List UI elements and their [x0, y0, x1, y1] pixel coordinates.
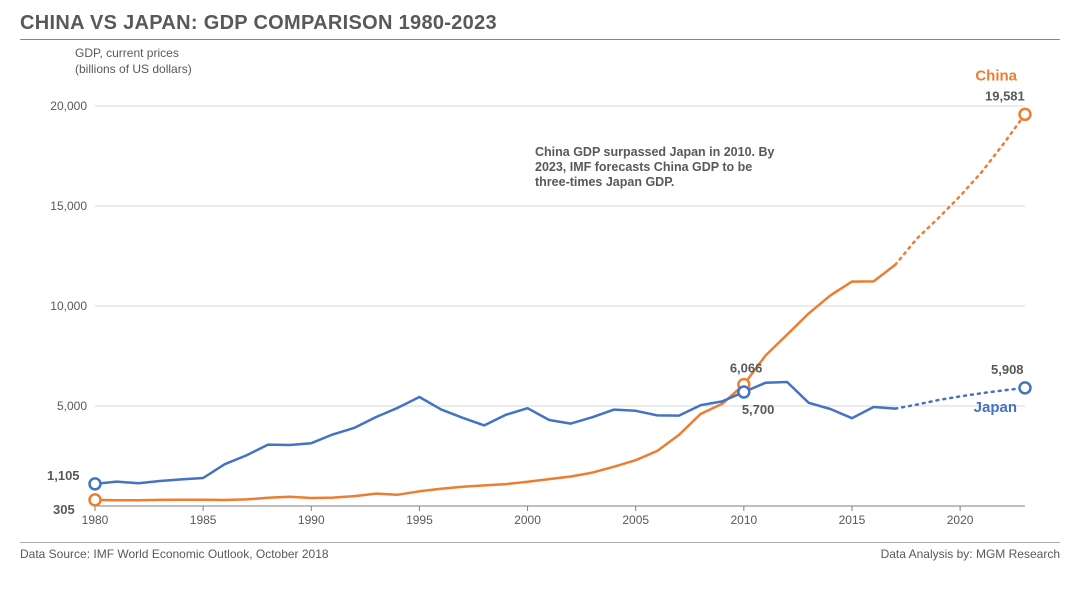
svg-text:15,000: 15,000	[50, 199, 87, 213]
title-divider	[20, 39, 1060, 40]
svg-text:1985: 1985	[190, 513, 217, 527]
svg-text:5,000: 5,000	[57, 399, 87, 413]
svg-text:2005: 2005	[622, 513, 649, 527]
svg-text:three-times Japan GDP.: three-times Japan GDP.	[535, 175, 674, 189]
svg-text:1980: 1980	[82, 513, 109, 527]
svg-text:19,581: 19,581	[985, 88, 1025, 103]
svg-text:1,105: 1,105	[47, 468, 80, 483]
svg-text:5,700: 5,700	[742, 402, 775, 417]
svg-text:2010: 2010	[730, 513, 757, 527]
chart-area: 5,000 10,000 15,000 20,000 1980 1985 1990 1995 2…	[20, 46, 1060, 536]
svg-text:6,066: 6,066	[730, 361, 763, 376]
data-source: Data Source: IMF World Economic Outlook,…	[20, 547, 329, 561]
page: CHINA VS JAPAN: GDP COMPARISON 1980-2023…	[0, 0, 1080, 600]
svg-text:Japan: Japan	[974, 399, 1017, 416]
svg-text:2020: 2020	[947, 513, 974, 527]
svg-text:1995: 1995	[406, 513, 433, 527]
data-credit: Data Analysis by: MGM Research	[881, 547, 1060, 561]
footer: Data Source: IMF World Economic Outlook,…	[20, 542, 1060, 561]
svg-text:China: China	[975, 67, 1017, 84]
svg-text:2023, IMF forecasts China GDP: 2023, IMF forecasts China GDP to be	[535, 160, 752, 174]
chart-title: CHINA VS JAPAN: GDP COMPARISON 1980-2023	[20, 12, 1060, 35]
svg-text:10,000: 10,000	[50, 299, 87, 313]
svg-text:20,000: 20,000	[50, 99, 87, 113]
svg-text:2000: 2000	[514, 513, 541, 527]
gdp-line-chart: 5,000 10,000 15,000 20,000 1980 1985 1990 1995 2…	[20, 46, 1060, 536]
svg-text:5,908: 5,908	[991, 362, 1024, 377]
svg-text:China GDP surpassed Japan in 2: China GDP surpassed Japan in 2010. By	[535, 145, 774, 159]
svg-text:1990: 1990	[298, 513, 325, 527]
svg-text:305: 305	[53, 502, 75, 517]
svg-text:2015: 2015	[839, 513, 866, 527]
